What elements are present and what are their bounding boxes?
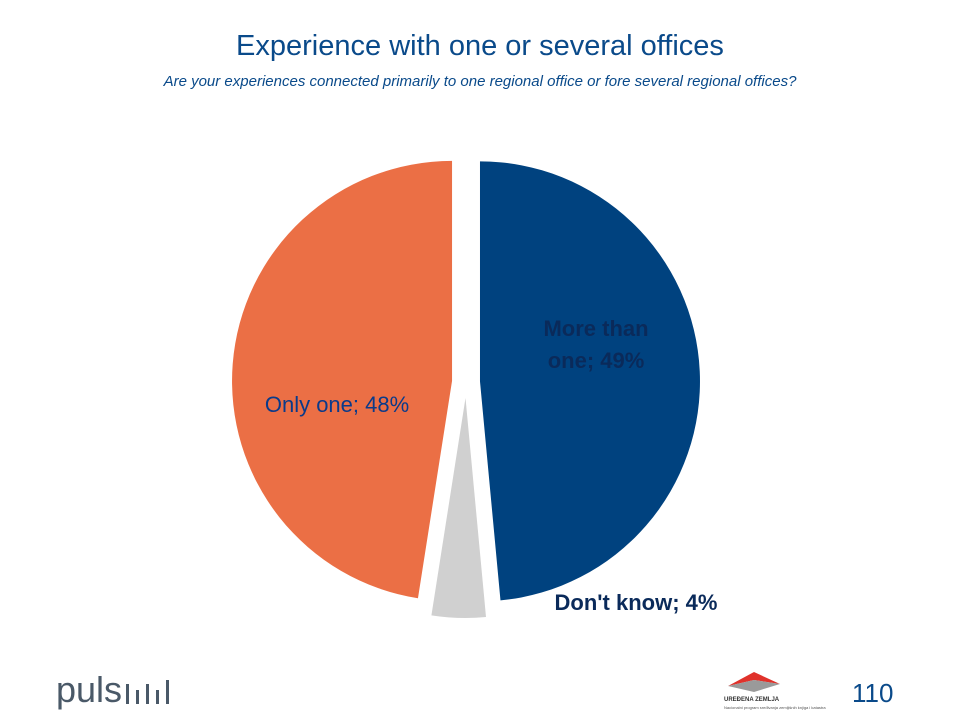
page-number: 110 xyxy=(852,678,894,708)
pie-slice-don-t-know xyxy=(431,397,487,618)
partner-name: UREĐENA ZEMLJA xyxy=(724,697,780,703)
pie-label-only-one: Only one; 48% xyxy=(265,392,409,417)
slide-title: Experience with one or several offices xyxy=(236,30,724,62)
pie-slice-only-one xyxy=(232,160,453,599)
puls-logo: puls xyxy=(56,668,170,710)
pie-label-more-than-one: More than one; 49% xyxy=(543,316,648,373)
partner-logo: UREĐENA ZEMLJA Nacionalni program sređiv… xyxy=(724,668,844,716)
slide-subtitle: Are your experiences connected primarily… xyxy=(163,73,797,90)
puls-logo-bars-icon xyxy=(126,674,170,708)
partner-subtitle: Nacionalni program sređivanja zemljišnih… xyxy=(724,705,826,710)
partner-roof-icon xyxy=(728,672,780,692)
pie-label-don-t-know: Don't know; 4% xyxy=(555,590,718,615)
pie-slice-more-than-one xyxy=(479,161,700,601)
puls-logo-word: puls xyxy=(56,669,123,710)
